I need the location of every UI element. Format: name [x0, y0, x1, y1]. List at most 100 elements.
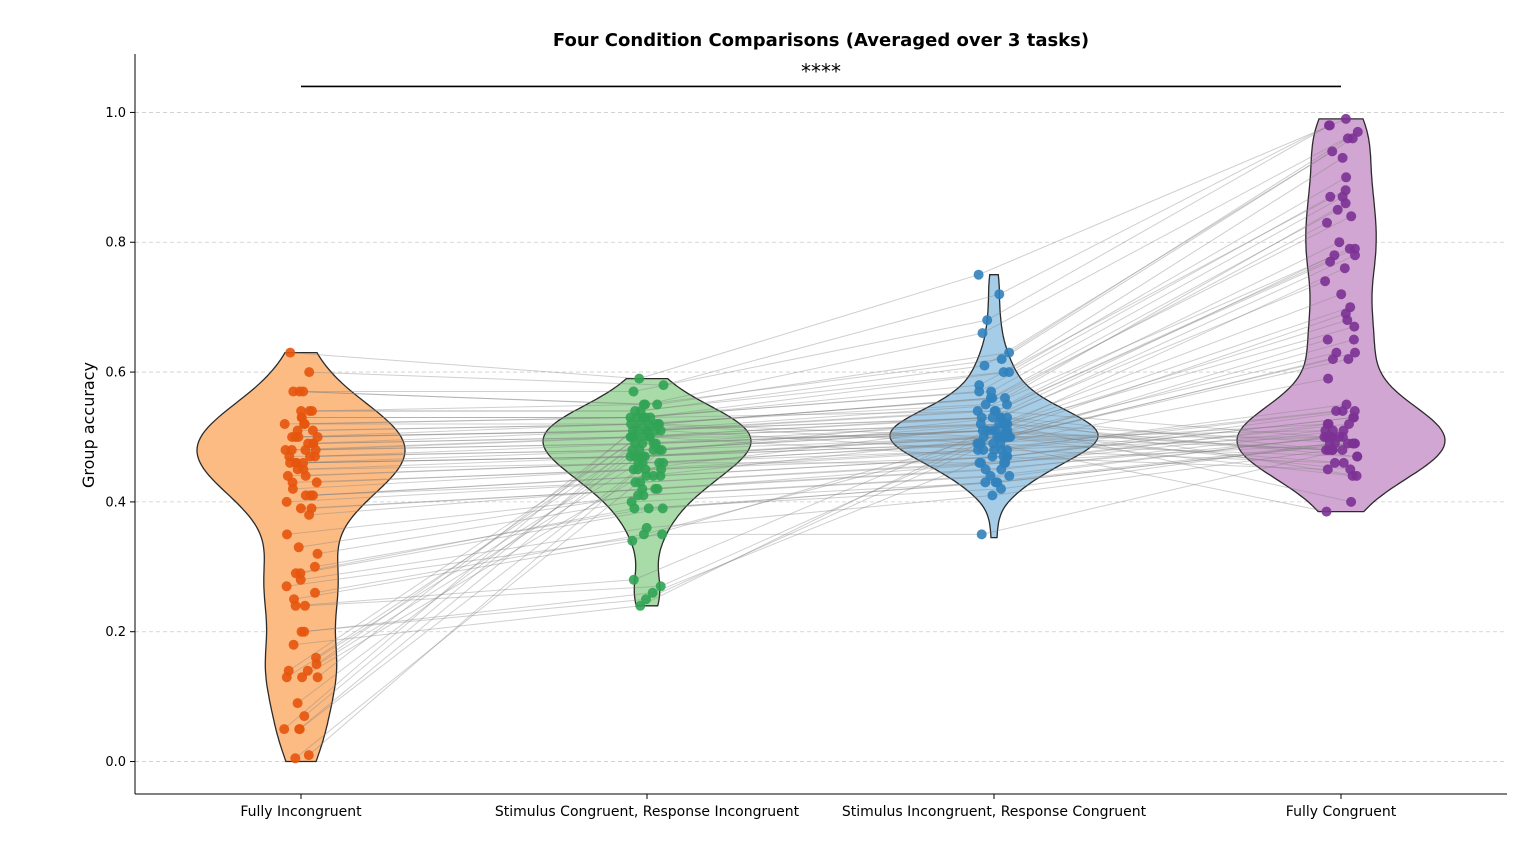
data-point [1341, 172, 1352, 183]
data-point [976, 529, 987, 540]
data-point [629, 503, 640, 514]
data-point [282, 529, 292, 540]
data-point [996, 483, 1006, 494]
pair-line [304, 585, 661, 607]
pair-line [982, 131, 1359, 334]
pair-line [644, 436, 1006, 457]
pair-line [1006, 241, 1340, 405]
pair-line [655, 397, 993, 425]
pair-line [304, 592, 653, 633]
pair-line [1007, 417, 1333, 451]
data-point [977, 425, 988, 436]
y-tick-label: 0.0 [105, 755, 126, 770]
grid-lines [135, 112, 1507, 762]
data-point [1343, 354, 1354, 365]
data-point [300, 470, 311, 481]
pair-line [653, 456, 1008, 477]
pair-line [1007, 267, 1346, 425]
pair-line [994, 410, 1327, 438]
data-point [1326, 432, 1337, 442]
pair-line [1000, 417, 1357, 477]
data-point [658, 380, 669, 391]
pair-line [312, 436, 633, 444]
pair-line [305, 462, 639, 477]
pair-line [999, 124, 1330, 295]
pair-line [640, 462, 1005, 483]
pair-line [646, 410, 978, 431]
data-point [1322, 464, 1333, 475]
pair-line [649, 436, 993, 457]
data-point [279, 419, 290, 429]
pair-line [985, 436, 1343, 470]
data-point [281, 496, 292, 507]
pair-line [658, 423, 1006, 451]
data-point [308, 490, 318, 501]
data-point [1340, 113, 1351, 124]
pair-line [983, 352, 1337, 438]
data-point [292, 698, 303, 709]
data-point [987, 490, 998, 501]
pair-line [658, 423, 998, 438]
data-point [297, 672, 308, 683]
axes: 0.0 0.2 0.4 0.6 0.8 1.0 Fully Incongruent Stimu… [105, 54, 1507, 820]
pair-line [316, 468, 634, 483]
pair-line [285, 436, 631, 451]
pair-line [1003, 417, 1354, 457]
data-point [303, 750, 314, 761]
pair-line [992, 215, 1352, 399]
pair-line [977, 248, 1350, 412]
pair-line [657, 352, 1010, 405]
pair-line [287, 462, 643, 477]
x-tick-label: Fully Congruent [1286, 804, 1397, 820]
data-point [642, 425, 653, 436]
pair-line [317, 417, 651, 678]
data-point [996, 464, 1007, 475]
pair-line [300, 488, 658, 509]
x-tick-label: Stimulus Incongruent, Response Congruent [842, 804, 1147, 820]
data-point [974, 386, 985, 397]
pair-line [1003, 423, 1358, 457]
data-point [638, 529, 649, 540]
pair-line [661, 417, 1008, 451]
data-point [304, 509, 315, 520]
data-point [281, 672, 292, 683]
pair-line [637, 423, 1006, 470]
pair-line [293, 540, 633, 600]
data-point [1329, 457, 1340, 468]
data-point [299, 419, 310, 429]
data-point [657, 503, 668, 514]
pair-line [1001, 410, 1343, 451]
pair-line [293, 605, 641, 646]
data-point [994, 289, 1005, 300]
data-point [1349, 438, 1359, 449]
pair-line [642, 371, 1010, 418]
pair-line [661, 449, 1002, 470]
pair-line [632, 417, 982, 438]
pair-line [992, 319, 1348, 431]
data-point [1332, 204, 1343, 215]
pair-lines [283, 118, 1359, 759]
pair-line [649, 423, 981, 438]
pair-line [980, 280, 1326, 425]
pair-line [312, 423, 657, 431]
data-point [295, 503, 306, 514]
data-point [304, 406, 315, 416]
data-point [1339, 263, 1350, 274]
data-point [287, 483, 298, 494]
data-point [304, 367, 315, 378]
data-point [295, 574, 306, 585]
data-point [1348, 334, 1359, 345]
data-point [1327, 146, 1338, 157]
y-tick-label: 1.0 [105, 106, 126, 121]
pair-line [298, 430, 633, 438]
data-point [1346, 496, 1357, 507]
pair-line [290, 352, 640, 380]
pair-line [632, 430, 987, 451]
pair-line [657, 462, 1006, 490]
data-point [1002, 445, 1013, 455]
data-point [1334, 237, 1345, 248]
y-tick-label: 0.6 [105, 366, 126, 381]
pair-line [980, 423, 1350, 464]
pair-line [1001, 137, 1353, 360]
pair-line [1005, 430, 1329, 451]
